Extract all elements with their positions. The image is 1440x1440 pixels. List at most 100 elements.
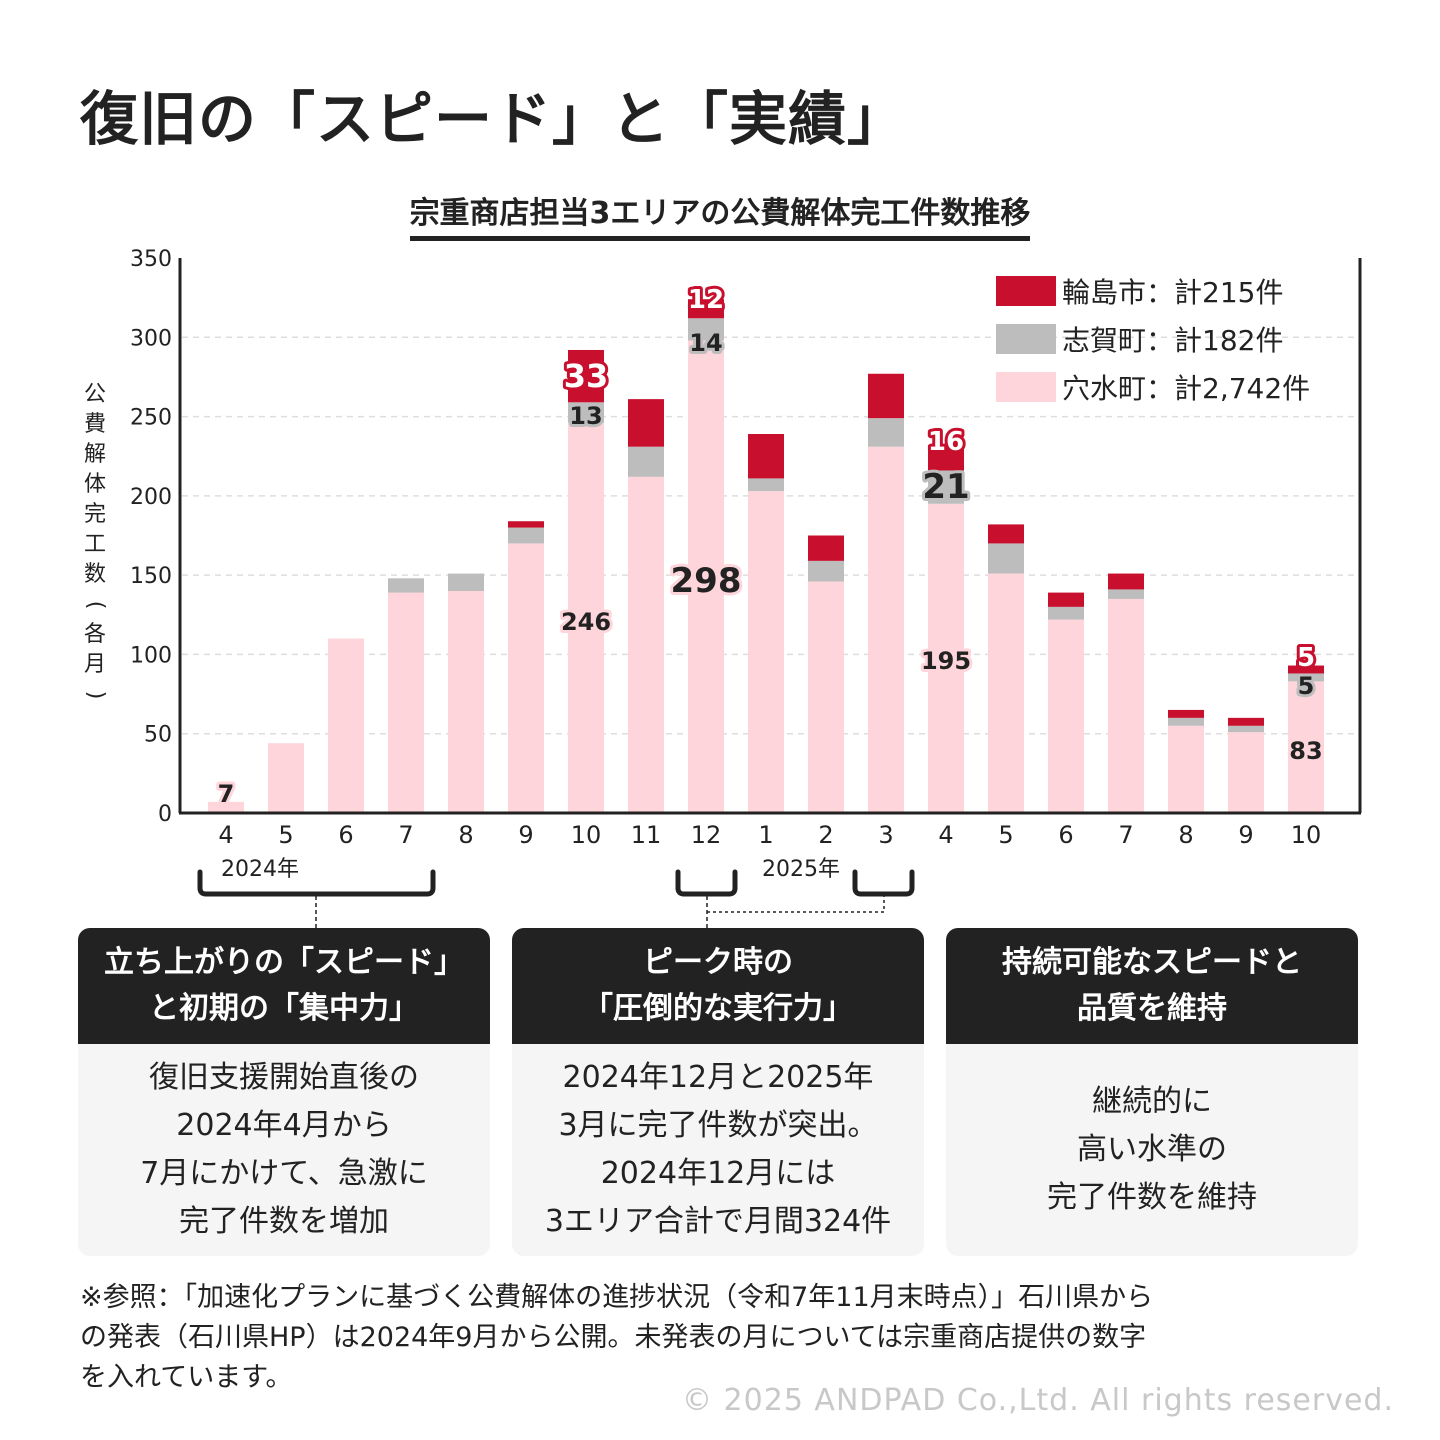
card-body: 2024年12月と2025年 3月に完了件数が突出。 2024年12月には 3エ… (544, 1060, 892, 1239)
bar-segment-12-輪島市 (928, 445, 964, 471)
year-label: 2024年 (221, 857, 299, 882)
x-tick-label: 8 (1178, 821, 1193, 849)
legend-swatch-穴水町 (996, 372, 1056, 402)
y-axis-label-char: 月 (83, 652, 106, 677)
page-title: 復旧の「スピード」と「実績」 (80, 85, 907, 153)
bar-segment-7-輪島市 (628, 399, 664, 447)
card-body: 継続的に 高い水準の 完了件数を維持 (1047, 1084, 1257, 1215)
bar-segment-16-穴水町 (1168, 725, 1204, 813)
data-label: 12 (688, 285, 724, 315)
x-tick-label: 3 (878, 821, 893, 849)
legend-label: 穴水町：計2,742件 (1062, 372, 1310, 405)
x-tick-label: 5 (278, 821, 293, 849)
y-tick-label: 50 (144, 723, 172, 748)
y-tick-label: 350 (130, 247, 172, 272)
data-label: 298 (671, 561, 742, 601)
card-sustainable-quality: 持続可能なスピードと 品質を維持 継続的に 高い水準の 完了件数を維持 (946, 928, 1358, 1256)
y-axis-label-char: 完 (83, 502, 106, 527)
bar-segment-1-穴水町 (268, 743, 304, 813)
data-label: 7 (218, 780, 235, 808)
y-axis-label-char: 体 (83, 472, 106, 497)
bar-segment-14-輪島市 (1048, 592, 1084, 607)
x-tick-label: 9 (518, 821, 533, 849)
bar-segment-6-志賀町 (568, 402, 604, 423)
data-label: 5 (1297, 643, 1315, 673)
y-tick-label: 250 (130, 406, 172, 431)
y-axis-label: 公費解体完工数(各月) (80, 380, 110, 710)
bar-segment-3-穴水町 (388, 592, 424, 813)
bar-segment-8-穴水町 (688, 340, 724, 813)
bar-segment-0-穴水町 (208, 801, 244, 813)
legend-swatch-志賀町 (996, 324, 1056, 354)
x-tick-label: 10 (1291, 821, 1322, 849)
bar-segment-17-穴水町 (1228, 732, 1264, 813)
bar-segment-15-志賀町 (1108, 589, 1144, 599)
x-tick-label: 9 (1238, 821, 1253, 849)
bar-segment-15-穴水町 (1108, 598, 1144, 813)
bracket-early-period (197, 869, 436, 897)
x-tick-label: 4 (938, 821, 953, 849)
x-tick-label: 6 (338, 821, 353, 849)
bar-segment-17-志賀町 (1228, 725, 1264, 733)
data-label: 16 (928, 427, 964, 457)
bar-segment-14-志賀町 (1048, 606, 1084, 620)
x-tick-label: 8 (458, 821, 473, 849)
bar-segment-13-輪島市 (988, 524, 1024, 544)
legend-label: 志賀町：計182件 (1062, 324, 1283, 357)
bar-segment-14-穴水町 (1048, 619, 1084, 813)
bar-segment-7-志賀町 (628, 446, 664, 477)
chart-title: 宗重商店担当3エリアの公費解体完工件数推移 (0, 188, 1440, 241)
card-heading: ピーク時の 「圧倒的な実行力」 (512, 928, 924, 1044)
bar-segment-7-穴水町 (628, 476, 664, 813)
bar-segment-4-穴水町 (448, 591, 484, 813)
y-axis-label-char: 各 (83, 622, 106, 647)
x-tick-label: 5 (998, 821, 1013, 849)
x-tick-label: 4 (218, 821, 233, 849)
bar-segment-18-輪島市 (1288, 665, 1324, 674)
bar-segment-9-輪島市 (748, 434, 784, 479)
bar-segment-2-穴水町 (328, 638, 364, 813)
legend-swatch-輪島市 (996, 276, 1056, 306)
y-tick-label: 300 (130, 326, 172, 351)
copyright: © 2025 ANDPAD Co.,Ltd. All rights reserv… (682, 1383, 1394, 1418)
bar-segment-16-輪島市 (1168, 709, 1204, 718)
bar-segment-17-輪島市 (1228, 717, 1264, 726)
bar-segment-11-穴水町 (868, 446, 904, 813)
bar-segment-9-穴水町 (748, 491, 784, 813)
bracket-mar-2025 (852, 869, 915, 897)
bar-segment-5-穴水町 (508, 543, 544, 813)
bar-segment-6-穴水町 (568, 422, 604, 813)
y-tick-label: 0 (158, 802, 172, 827)
x-tick-label: 7 (398, 821, 413, 849)
chart-title-text: 宗重商店担当3エリアの公費解体完工件数推移 (409, 188, 1031, 241)
bar-segment-5-輪島市 (508, 521, 544, 528)
bar-segment-10-輪島市 (808, 535, 844, 561)
x-tick-label: 12 (691, 821, 722, 849)
data-label: 83 (1289, 737, 1322, 765)
y-axis-label-char: 公 (83, 382, 106, 407)
bar-segment-18-穴水町 (1288, 681, 1324, 813)
y-tick-label: 200 (130, 485, 172, 510)
year-label: 2025年 (762, 857, 840, 882)
x-tick-label: 1 (758, 821, 773, 849)
data-label: 246 (561, 608, 611, 636)
bar-segment-13-穴水町 (988, 573, 1024, 813)
card-heading: 立ち上がりの「スピード」 と初期の「集中力」 (78, 928, 490, 1044)
data-label: 14 (689, 329, 722, 357)
bar-segment-8-志賀町 (688, 318, 724, 341)
bracket-dec-2024 (675, 869, 738, 897)
card-peak-execution: ピーク時の 「圧倒的な実行力」 2024年12月と2025年 3月に完了件数が突… (512, 928, 924, 1256)
bar-segment-10-穴水町 (808, 581, 844, 813)
card-heading: 持続可能なスピードと 品質を維持 (946, 928, 1358, 1044)
x-tick-label: 6 (1058, 821, 1073, 849)
bar-segment-11-輪島市 (868, 373, 904, 419)
bar-segment-9-志賀町 (748, 478, 784, 492)
x-tick-label: 7 (1118, 821, 1133, 849)
bar-segment-10-志賀町 (808, 560, 844, 582)
bar-segment-13-志賀町 (988, 543, 1024, 574)
card-body: 復旧支援開始直後の 2024年4月から 7月にかけて、急激に 完了件数を増加 (140, 1060, 428, 1239)
data-label: 33 (564, 357, 609, 395)
y-axis-label-char: 費 (83, 412, 106, 437)
x-tick-label: 11 (631, 821, 662, 849)
